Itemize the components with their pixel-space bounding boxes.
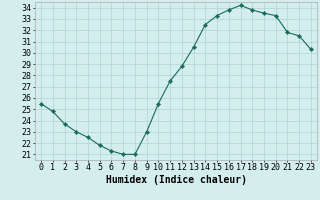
X-axis label: Humidex (Indice chaleur): Humidex (Indice chaleur): [106, 175, 246, 185]
